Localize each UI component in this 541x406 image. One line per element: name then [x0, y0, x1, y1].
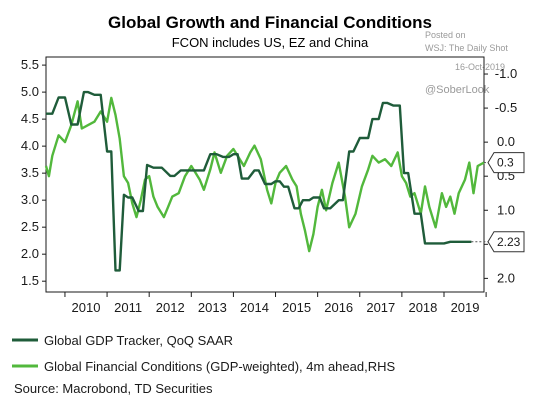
- left-tick-label-7: 5.0: [21, 84, 39, 99]
- series-layer: [44, 90, 485, 272]
- left-tick-label-6: 4.5: [21, 111, 39, 126]
- watermark-source: WSJ: The Daily Shot: [425, 43, 508, 53]
- right-tick-label-5: -0.5: [495, 100, 517, 115]
- right-tick-label-4: 0.0: [497, 134, 515, 149]
- watermark-posted-on: Posted on: [425, 30, 466, 40]
- chart-title: Global Growth and Financial Conditions: [108, 13, 432, 32]
- legend-label-fcon: Global Financial Conditions (GDP-weighte…: [44, 359, 395, 374]
- callout-value-0: 2.23: [497, 235, 521, 249]
- series-line-gdp: [46, 90, 472, 272]
- x-tick-label-1: 2011: [114, 300, 142, 315]
- x-tick-label-7: 2017: [366, 300, 395, 315]
- left-tick-label-0: 1.5: [21, 273, 39, 288]
- left-tick-label-2: 2.5: [21, 219, 39, 234]
- legend-label-gdp: Global GDP Tracker, QoQ SAAR: [44, 333, 233, 348]
- callout-box-1: [487, 152, 525, 174]
- chart-source: Source: Macrobond, TD Securities: [14, 381, 213, 396]
- x-tick-label-5: 2015: [282, 300, 311, 315]
- right-tick-label-6: -1.0: [495, 66, 517, 81]
- plot-area-frame: [45, 56, 485, 293]
- x-tick-label-8: 2018: [408, 300, 437, 315]
- chart-subtitle: FCON includes US, EZ and China: [172, 35, 369, 50]
- x-tick-label-4: 2014: [240, 300, 269, 315]
- x-tick-label-0: 2010: [72, 300, 101, 315]
- right-tick-label-2: 1.0: [497, 202, 515, 217]
- callout-box-0: [487, 231, 525, 253]
- series-line-fcon: [44, 96, 485, 253]
- callout-value-1: 0.3: [497, 156, 514, 170]
- right-tick-label-0: 2.0: [497, 270, 515, 285]
- x-axis: 2010 2011 2012 2013 2014 2015 2016 2017 2018 2019: [64, 292, 487, 315]
- left-tick-label-4: 3.5: [21, 165, 39, 180]
- left-tick-label-3: 3.0: [21, 192, 39, 207]
- x-tick-label-3: 2013: [198, 300, 227, 315]
- x-tick-label-2: 2012: [156, 300, 185, 315]
- x-tick-label-6: 2016: [324, 300, 353, 315]
- left-tick-label-1: 2.0: [21, 246, 39, 261]
- left-tick-label-5: 4.0: [21, 138, 39, 153]
- left-axis: 1.5 2.0 2.5 3.0 3.5 4.0 4.5 5.0 5.5: [21, 57, 46, 288]
- end-value-callouts: 0.3 2.23: [471, 152, 525, 253]
- watermark-handle: @SoberLook: [425, 84, 490, 96]
- left-tick-label-8: 5.5: [21, 57, 39, 72]
- watermark-date: 16-Oct-2019: [455, 62, 505, 72]
- right-axis: 2.01.51.00.50.0-0.5-1.0: [484, 66, 517, 285]
- x-tick-label-9: 2019: [451, 300, 480, 315]
